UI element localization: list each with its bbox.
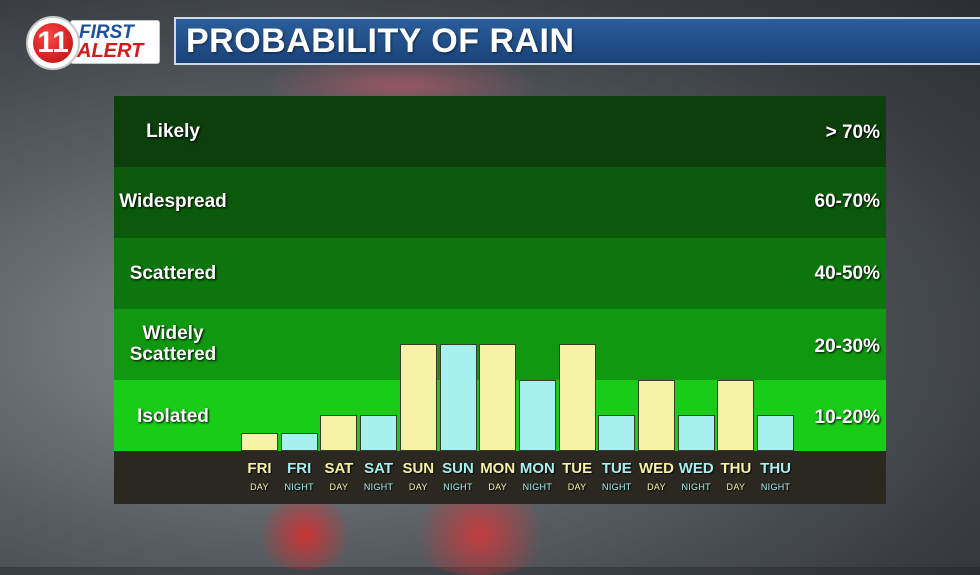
first-alert-logo: FIRST ALERT 11 [26, 16, 162, 70]
tick-label-period: DAY [408, 482, 428, 492]
bar-tue-night [598, 415, 636, 451]
tick-label-day: TUE [562, 460, 593, 477]
background-light [250, 500, 360, 570]
tick-label-day: FRI [287, 460, 312, 477]
x-axis: FRI DAY FRI NIGHT SAT DAY SAT NIGHT SUN DAY SUN NIG… [114, 451, 886, 504]
bar-area [114, 96, 886, 451]
tick-label-period: DAY [726, 482, 746, 492]
tick-label-period: NIGHT [363, 482, 394, 492]
logo-first-text: FIRST [79, 22, 134, 43]
tick-label-period: DAY [488, 482, 508, 492]
tick-label-period: NIGHT [284, 482, 314, 492]
tick-label-day: THU [760, 460, 791, 477]
tick-label-period: NIGHT [760, 482, 791, 492]
tick-label-day: MON [480, 460, 516, 477]
tick-label-period: DAY [329, 482, 349, 492]
band-likely: Likely > 70% [114, 96, 886, 167]
bar-sat-night [360, 415, 398, 451]
bar-sat-day [320, 415, 358, 451]
tick-label-period: DAY [250, 482, 269, 492]
tick-label-day: WED [678, 460, 714, 477]
background-light [400, 495, 560, 575]
band-range: 20-30% [814, 336, 881, 357]
bar-sun-night [439, 344, 477, 451]
tick-label-period: DAY [647, 482, 666, 492]
tick-label-period: NIGHT [443, 482, 473, 492]
bar-fri-night [280, 433, 318, 451]
tick-label-day: MON [519, 460, 555, 477]
tick-label-period: NIGHT [602, 482, 632, 492]
bar-fri-day [241, 433, 278, 451]
logo-alert-text: ALERT [77, 40, 144, 62]
tick-label-day: TUE [601, 460, 632, 477]
bar-wed-night [677, 415, 715, 451]
band-label: Isolated [137, 406, 209, 427]
bar-wed-day [638, 380, 675, 451]
bar-thu-day [717, 380, 755, 451]
tick-label-day: SUN [442, 460, 474, 477]
band-label: Likely [146, 121, 200, 142]
title-bar: PROBABILITY OF RAIN [174, 17, 980, 65]
bar-mon-night [518, 380, 556, 451]
band-label: Widespread [119, 191, 227, 212]
tick-label-day: SUN [402, 460, 435, 477]
bar-mon-day [479, 344, 517, 451]
band-label: Widely Scattered [129, 323, 217, 365]
band-range: > 70% [825, 122, 880, 143]
tick-label-period: NIGHT [681, 482, 711, 492]
tick-label-day: FRI [247, 460, 272, 477]
tick-label-day: SAT [324, 460, 354, 477]
band-scattered: Scattered 40-50% [114, 238, 886, 309]
rain-chart: Likely > 70% Widespread 60-70% Scattered… [114, 96, 886, 504]
band-widespread: Widespread 60-70% [114, 167, 886, 238]
tick-label-period: NIGHT [522, 482, 553, 492]
bar-tue-day [558, 344, 596, 451]
bar-thu-night [757, 415, 795, 451]
tick-label-day: WED [639, 460, 674, 477]
logo-wordmark: FIRST ALERT [70, 20, 160, 64]
band-range: 10-20% [814, 407, 881, 428]
band-range: 60-70% [814, 191, 881, 212]
tick-label-period: DAY [567, 482, 587, 492]
band-range: 40-50% [814, 263, 881, 284]
page-title: PROBABILITY OF RAIN [186, 22, 575, 60]
tick-label-day: SAT [364, 460, 394, 477]
band-label: Scattered [129, 263, 217, 284]
tick-label-day: THU [720, 460, 752, 477]
logo-number: 11 [33, 23, 73, 63]
logo-badge: 11 [26, 16, 80, 70]
bar-sun-day [399, 344, 437, 451]
